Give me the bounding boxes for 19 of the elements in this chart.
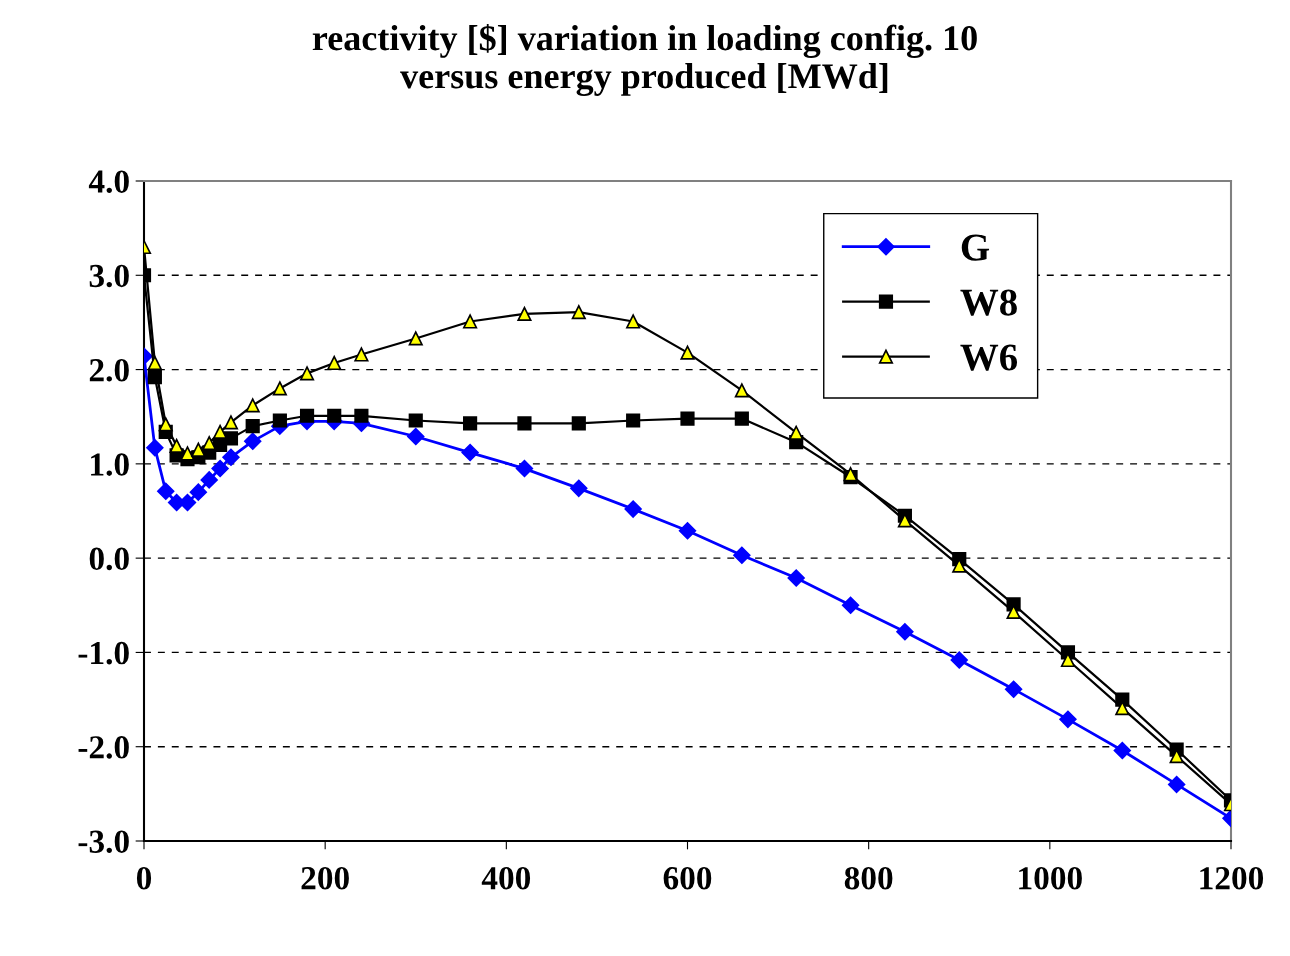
x-tick-label: 1000 — [1019, 866, 1082, 890]
x-tick-label: 600 — [663, 866, 712, 890]
y-tick-label: -2.0 — [78, 736, 129, 759]
legend-label: W8 — [960, 289, 1017, 316]
x-tick-label: 0 — [136, 866, 152, 890]
x-tick-label: 1200 — [1200, 866, 1264, 890]
y-tick-label: -3.0 — [78, 830, 129, 854]
y-tick-label: 1.0 — [91, 453, 129, 476]
chart-title: reactivity [$] variation in loading config. 10 versus energy produced [MWd] — [312, 23, 977, 97]
x-tick-label: 800 — [844, 866, 893, 890]
legend-label: G — [961, 234, 990, 261]
y-tick-label: -1.0 — [78, 641, 129, 665]
x-tick-label: 400 — [481, 866, 531, 890]
y-tick-label: 4.0 — [88, 170, 129, 194]
y-tick-label: 0.0 — [89, 547, 129, 571]
y-tick-label: 3.0 — [89, 264, 129, 288]
legend-label: W6 — [960, 344, 1018, 371]
y-tick-label: 2.0 — [89, 358, 129, 382]
x-tick-label: 200 — [301, 866, 349, 890]
